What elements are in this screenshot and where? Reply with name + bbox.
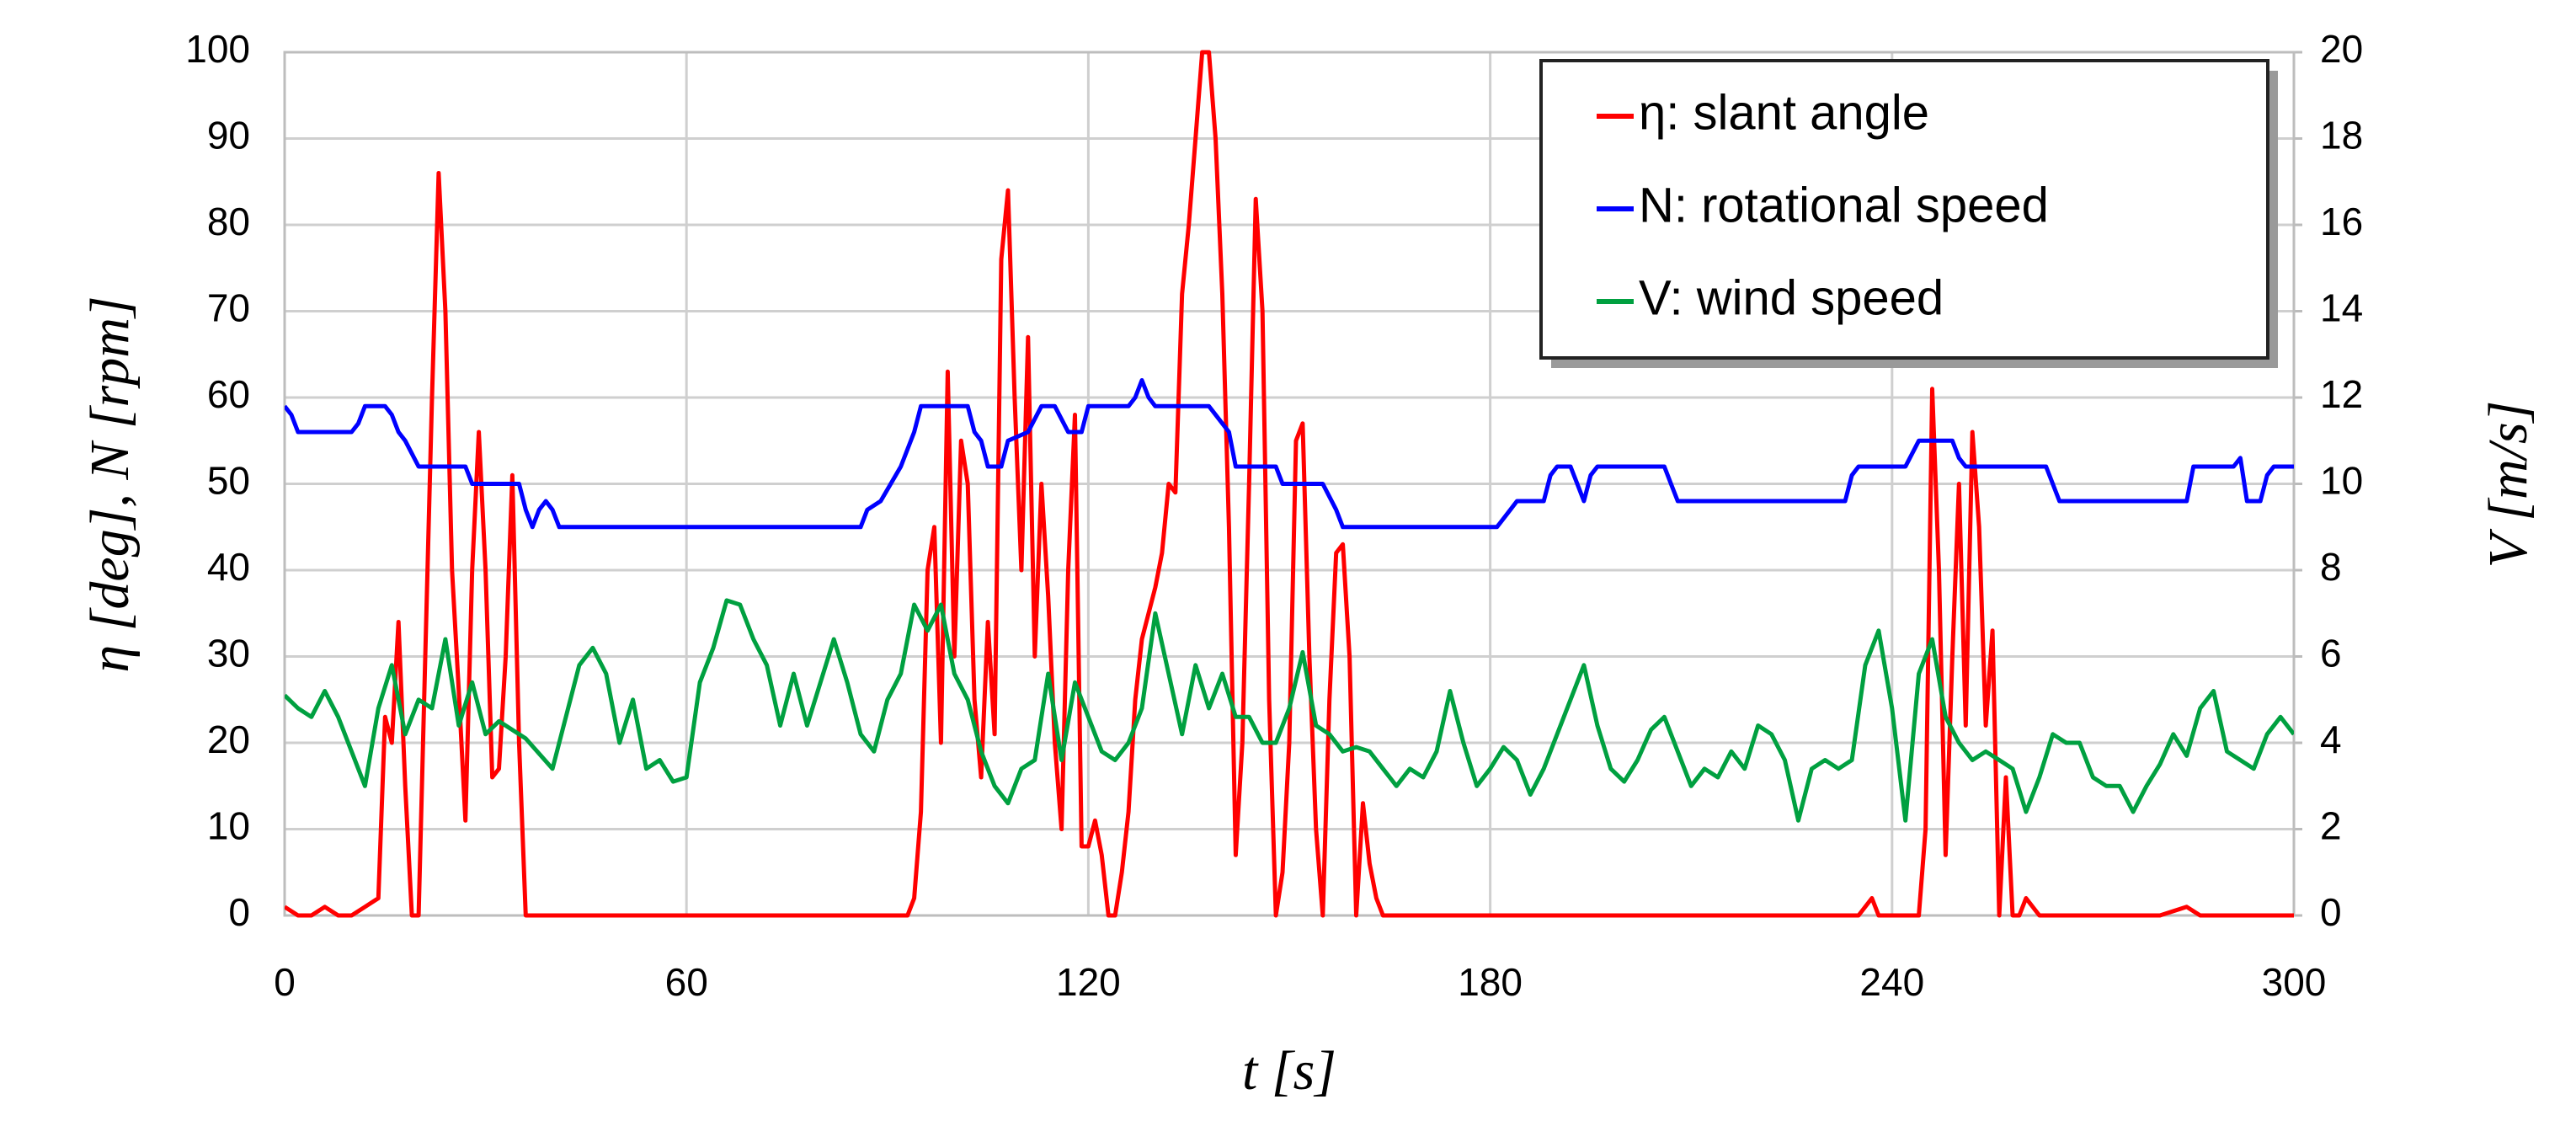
y-tick-label: 30 bbox=[207, 632, 250, 675]
x-axis-label: t [s] bbox=[1242, 1040, 1336, 1102]
y-tick-label: 80 bbox=[207, 200, 250, 243]
y2-tick-label: 6 bbox=[2320, 632, 2342, 675]
y-tick-label: 40 bbox=[207, 545, 250, 589]
legend-label: V: wind speed bbox=[1639, 270, 1944, 325]
x-tick-label: 60 bbox=[665, 960, 708, 1004]
y-tick-label: 100 bbox=[185, 27, 250, 71]
y-tick-label: 70 bbox=[207, 286, 250, 330]
series-line bbox=[285, 378, 2294, 530]
x-tick-label: 0 bbox=[274, 960, 296, 1004]
legend-label: N: rotational speed bbox=[1639, 178, 2049, 232]
x-tick-label: 180 bbox=[1458, 960, 1523, 1004]
y-tick-label: 0 bbox=[228, 890, 250, 934]
y2-tick-label: 18 bbox=[2320, 114, 2363, 157]
y2-tick-label: 10 bbox=[2320, 459, 2363, 503]
y-tick-label: 50 bbox=[207, 459, 250, 503]
plot-lines bbox=[285, 50, 2294, 918]
legend-box bbox=[1539, 59, 2269, 360]
y2-tick-label: 4 bbox=[2320, 718, 2342, 761]
y2-tick-label: 2 bbox=[2320, 804, 2342, 848]
y2-axis-label: V [m/s] bbox=[2477, 401, 2539, 568]
y2-tick-label: 14 bbox=[2320, 286, 2363, 330]
y2-tick-label: 20 bbox=[2320, 27, 2363, 71]
legend-label: η: slant angle bbox=[1639, 85, 1929, 140]
y-tick-label: 90 bbox=[207, 114, 250, 157]
series-line bbox=[285, 598, 2294, 823]
x-tick-label: 300 bbox=[2262, 960, 2327, 1004]
y2-tick-label: 0 bbox=[2320, 890, 2342, 934]
plot-border bbox=[283, 51, 2296, 917]
y-tick-label: 20 bbox=[207, 718, 250, 761]
series-line bbox=[285, 50, 2294, 918]
y2-tick-label: 8 bbox=[2320, 545, 2342, 589]
y2-tick-label: 16 bbox=[2320, 200, 2363, 243]
y2-tick-label: 12 bbox=[2320, 372, 2363, 416]
x-tick-label: 240 bbox=[1859, 960, 1924, 1004]
legend: η: slant angle N: rotational speed V: wind… bbox=[1539, 59, 2278, 368]
labels: t [s] η [deg], N [rpm] V [m/s] bbox=[79, 296, 2539, 1102]
y-tick-label: 60 bbox=[207, 372, 250, 416]
y-tick-label: 10 bbox=[207, 804, 250, 848]
y-axis-label: η [deg], N [rpm] bbox=[79, 296, 141, 672]
x-tick-label: 120 bbox=[1056, 960, 1121, 1004]
